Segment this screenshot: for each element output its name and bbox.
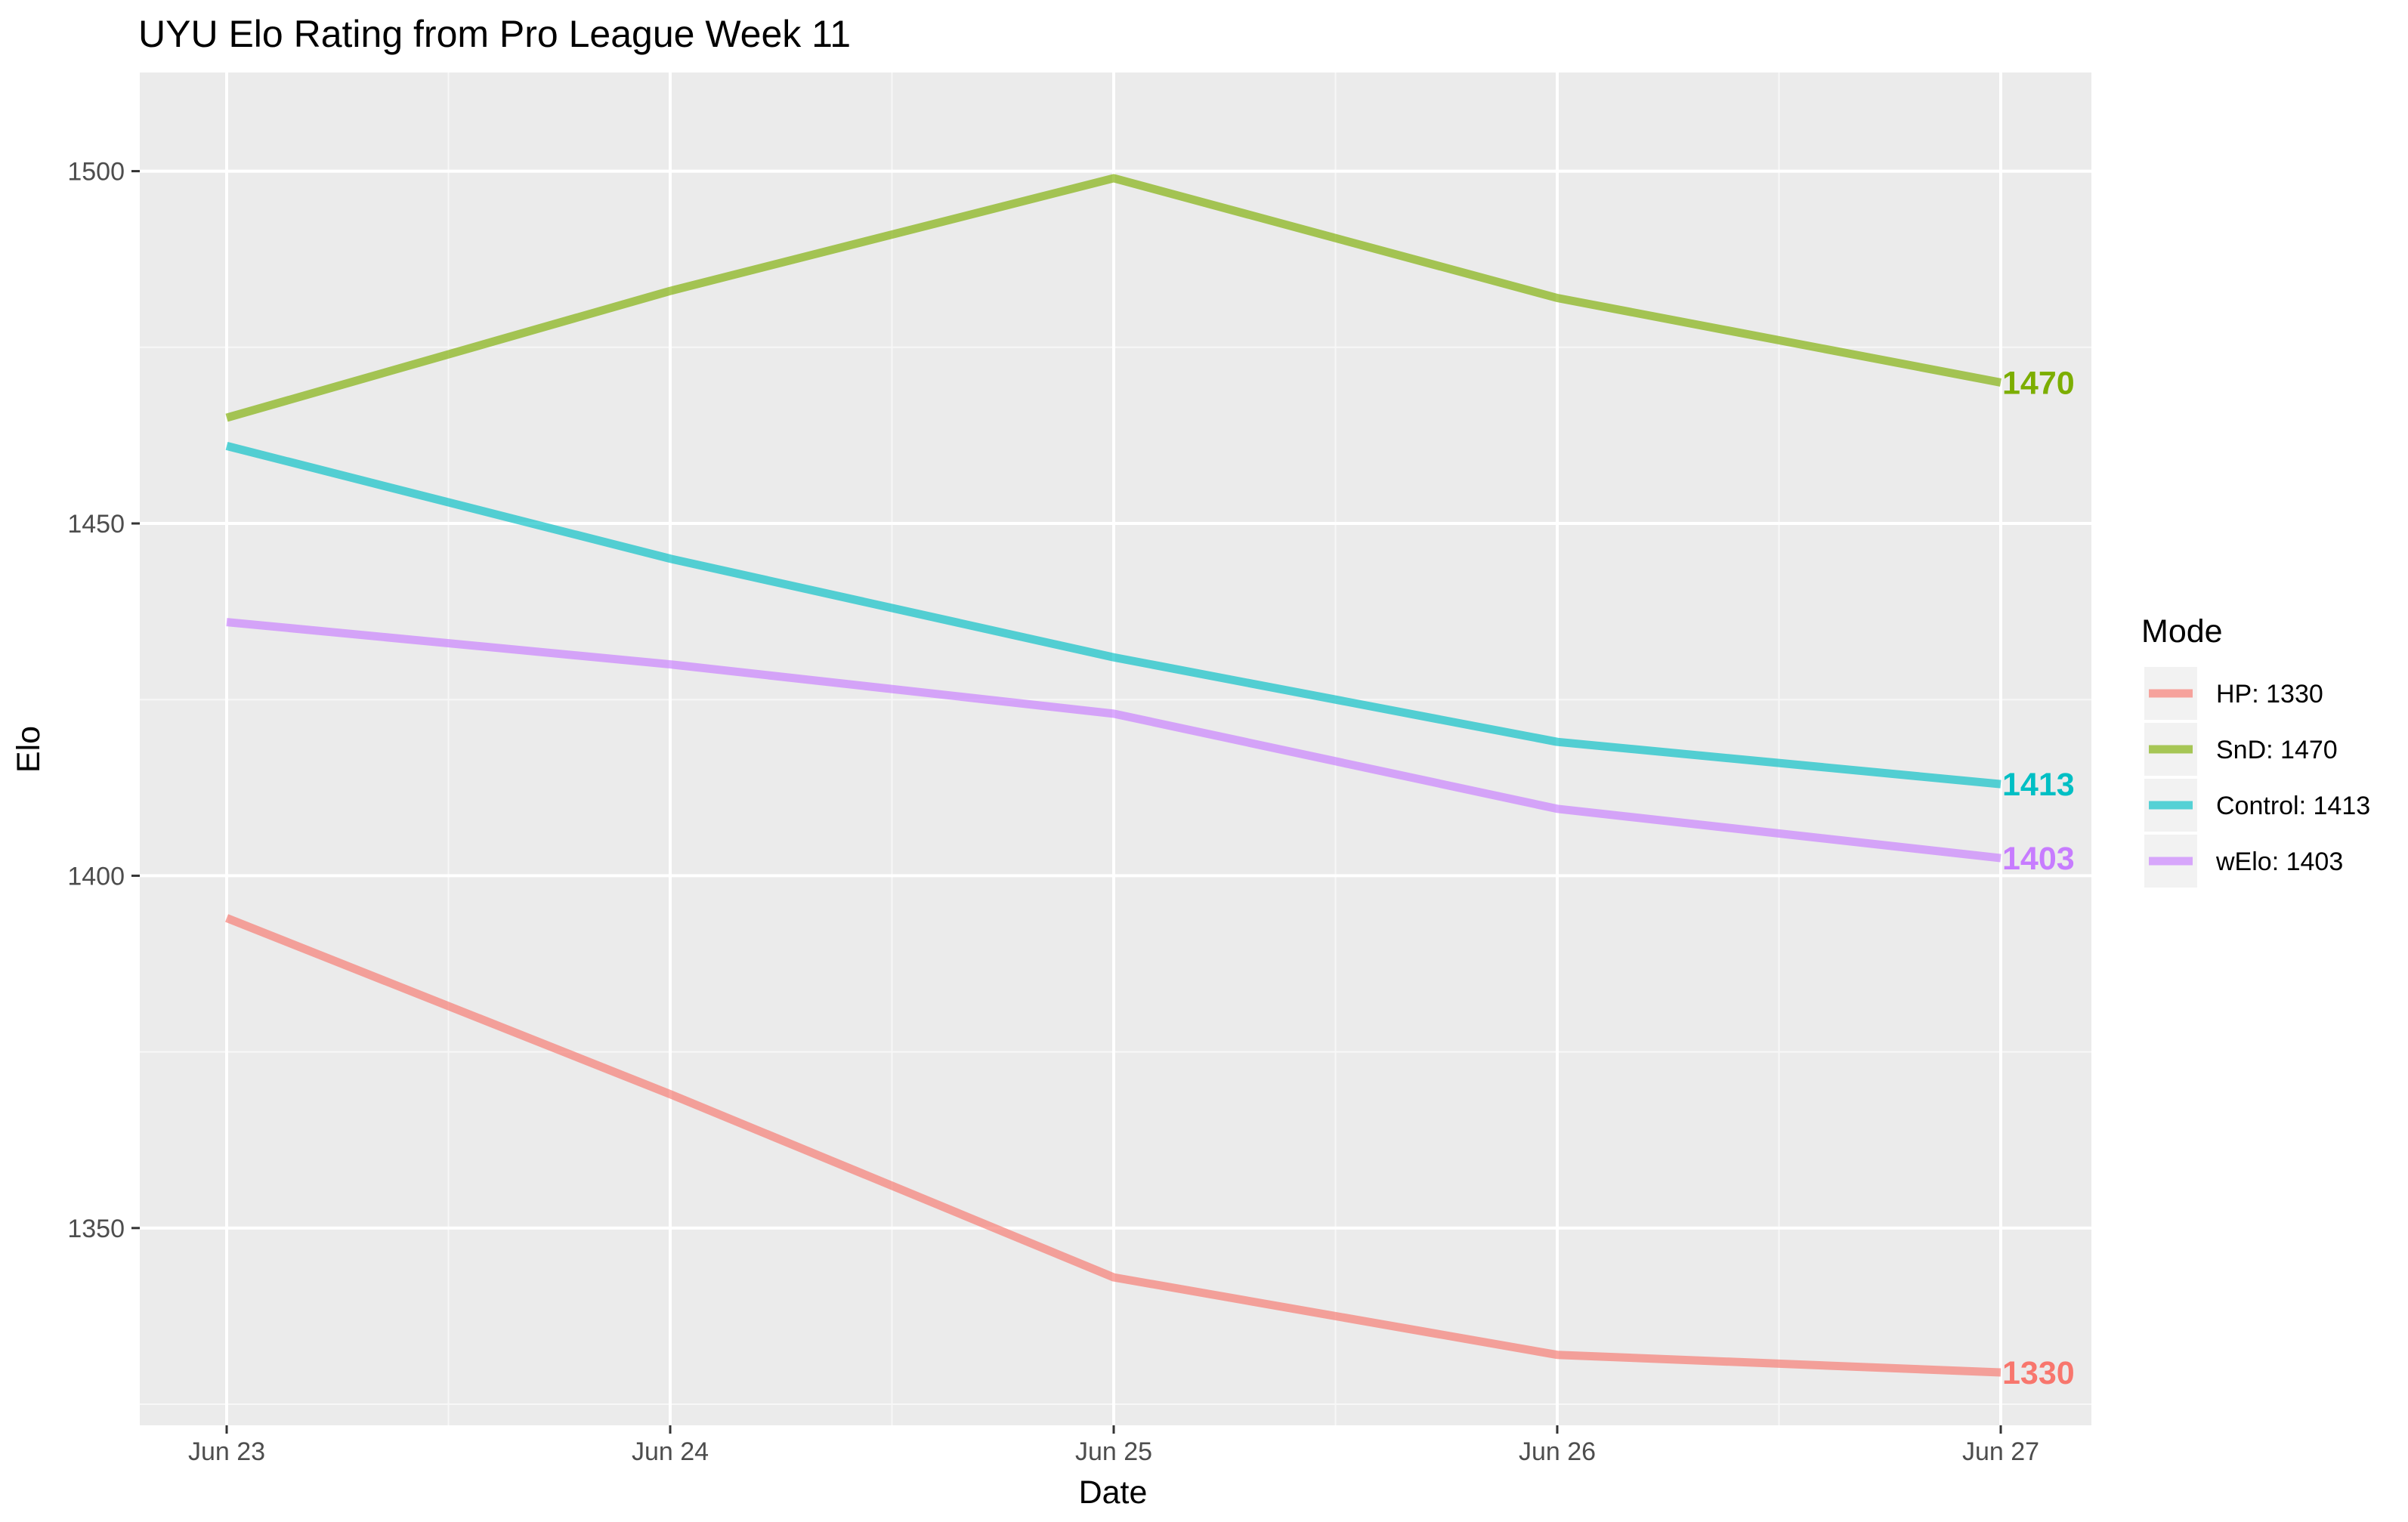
legend-label: HP: 1330: [2216, 680, 2323, 709]
y-tick-label: 1450: [67, 510, 125, 539]
plot-panel: [140, 73, 2091, 1425]
series-line-1: [225, 174, 2002, 422]
end-value-label: 1470: [2002, 365, 2075, 401]
x-tick-label: Jun 26: [1519, 1437, 1596, 1466]
series-line-0: [224, 914, 2002, 1377]
x-tick-label: Jun 23: [188, 1437, 265, 1466]
end-value-label: 1403: [2002, 841, 2075, 877]
end-value-labels: 1330 1470 1413 1403: [2002, 365, 2075, 1391]
series-lines: [224, 174, 2002, 1377]
minor-gridlines: [140, 73, 2091, 1425]
legend-label: wElo: 1403: [2215, 847, 2343, 876]
end-value-label: 1413: [2002, 767, 2075, 803]
x-tick-label: Jun 24: [632, 1437, 709, 1466]
y-tick-label: 1400: [67, 862, 125, 891]
y-tick-label: 1500: [67, 158, 125, 187]
series-line-2: [225, 442, 2002, 789]
x-tick-label: Jun 27: [1962, 1437, 2039, 1466]
legend-label: Control: 1413: [2216, 792, 2370, 820]
chart-title: UYU Elo Rating from Pro League Week 11: [138, 13, 851, 55]
x-axis: Jun 23 Jun 24 Jun 25 Jun 26 Jun 27: [188, 1425, 2039, 1466]
legend: Mode HP: 1330 SnD: 1470 Control: 1413 wElo:…: [2141, 613, 2370, 888]
series-line-3: [226, 618, 2002, 863]
legend-label: SnD: 1470: [2216, 736, 2338, 764]
y-axis: 1350 1400 1450 1500: [67, 158, 140, 1243]
y-axis-title: Elo: [11, 726, 47, 773]
y-tick-label: 1350: [67, 1215, 125, 1243]
end-value-label: 1330: [2002, 1355, 2075, 1391]
legend-title: Mode: [2141, 613, 2223, 650]
x-tick-label: Jun 25: [1075, 1437, 1152, 1466]
x-axis-title: Date: [1079, 1474, 1148, 1511]
